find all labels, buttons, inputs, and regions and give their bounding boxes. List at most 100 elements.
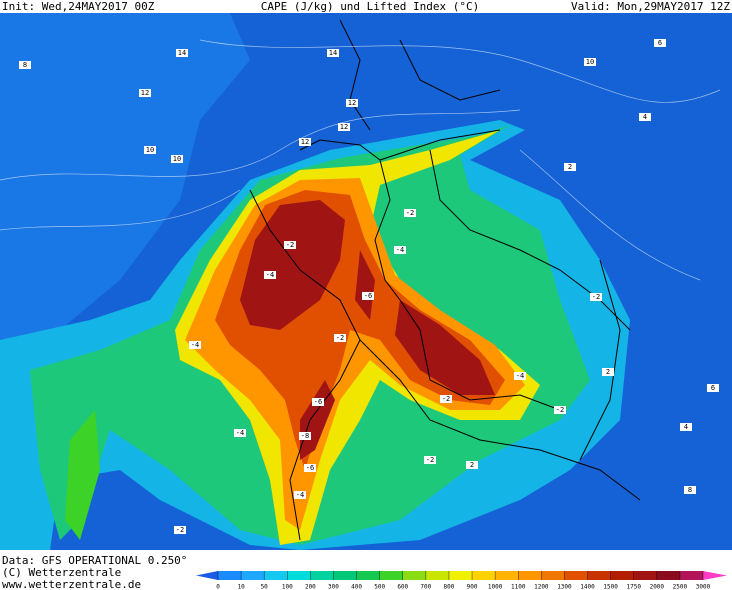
colorbar-bin xyxy=(241,571,265,580)
colorbar-label: 50 xyxy=(261,584,269,590)
label-box xyxy=(327,49,339,57)
map-label: 12 xyxy=(141,89,149,97)
map-label: -4 xyxy=(516,372,524,380)
map-label: -6 xyxy=(364,292,372,300)
colorbar-over xyxy=(703,571,727,580)
map-label: 12 xyxy=(340,123,348,131)
data-source: Data: GFS OPERATIONAL 0.250° xyxy=(2,554,187,567)
label-box xyxy=(174,526,186,534)
label-box xyxy=(680,423,692,431)
colorbar-bin xyxy=(495,571,519,580)
label-box xyxy=(684,486,696,494)
map-label: -2 xyxy=(176,526,184,534)
label-box xyxy=(564,163,576,171)
label-box xyxy=(394,246,406,254)
label-box xyxy=(312,398,324,406)
label-box xyxy=(584,58,596,66)
label-box xyxy=(362,292,374,300)
label-box xyxy=(284,241,296,249)
colorbar-bin xyxy=(541,571,565,580)
colorbar-label: 1300 xyxy=(557,584,572,590)
colorbar-label: 1200 xyxy=(534,584,549,590)
map-label: -6 xyxy=(314,398,322,406)
map-label: -2 xyxy=(286,241,294,249)
label-box xyxy=(171,155,183,163)
map-label: -4 xyxy=(296,491,304,499)
map-label: 4 xyxy=(684,423,688,431)
map-label: 8 xyxy=(23,61,27,69)
colorbar-under xyxy=(196,571,218,580)
label-box xyxy=(338,123,350,131)
colorbar-label: 100 xyxy=(282,584,293,590)
label-box xyxy=(440,395,452,403)
colorbar-label: 1500 xyxy=(603,584,618,590)
map-label: 12 xyxy=(301,138,309,146)
colorbar-label: 0 xyxy=(216,584,220,590)
map-label: -4 xyxy=(191,341,199,349)
colorbar-bin xyxy=(564,571,589,580)
colorbar-bin xyxy=(610,571,635,580)
colorbar-bin xyxy=(310,571,334,580)
label-box xyxy=(424,456,436,464)
isobars xyxy=(0,39,721,281)
colorbar-bin xyxy=(518,571,542,580)
colorbar-bin xyxy=(448,571,473,580)
colorbar-label: 3000 xyxy=(696,584,711,590)
colorbar: 0 10 50 100 200 300 400 500 600 700 800 900 1000 1100… xyxy=(196,571,727,590)
map-label: 8 xyxy=(688,486,692,494)
colorbar-bin xyxy=(264,571,288,580)
colorbar-bin xyxy=(472,571,496,580)
colorbar-bin xyxy=(679,571,704,580)
colorbar-label: 1100 xyxy=(511,584,526,590)
map-title: CAPE (J/kg) und Lifted Index (°C) xyxy=(261,0,480,13)
colorbar-bin xyxy=(587,571,612,580)
colorbar-bin xyxy=(218,571,242,580)
map-label: -2 xyxy=(442,395,450,403)
label-box xyxy=(334,334,346,342)
map-label: -6 xyxy=(306,464,314,472)
map-label: -2 xyxy=(406,209,414,217)
website: www.wetterzentrale.de xyxy=(2,578,141,590)
map-label: -2 xyxy=(426,456,434,464)
map-label: 10 xyxy=(586,58,594,66)
map-label: 6 xyxy=(658,39,662,47)
label-box xyxy=(299,138,311,146)
map-labels: 14 14 12 12 12 10 12 10 10 8 6 4 2 -2 -4 -6 -4 -2 -2 -4 -6 -8… xyxy=(19,39,719,534)
colorbar-bin xyxy=(379,571,404,580)
colorbar-label: 600 xyxy=(397,584,408,590)
colorbar-label: 1000 xyxy=(488,584,503,590)
colorbar-bin xyxy=(656,571,681,580)
map-label: 2 xyxy=(606,368,610,376)
label-box xyxy=(189,341,201,349)
map-label: -4 xyxy=(236,429,244,437)
copyright: (C) Wetterzentrale xyxy=(2,566,121,579)
label-box xyxy=(590,293,602,301)
label-box xyxy=(554,406,566,414)
map-label: -4 xyxy=(266,271,274,279)
map-label: 6 xyxy=(711,384,715,392)
map-label: 14 xyxy=(178,49,186,57)
colorbar-bin xyxy=(356,571,381,580)
colorbar-bin xyxy=(425,571,450,580)
colorbar-label: 1750 xyxy=(626,584,641,590)
field-low xyxy=(0,13,250,340)
colorbar-label: 400 xyxy=(351,584,362,590)
label-box xyxy=(707,384,719,392)
colorbar-label: 800 xyxy=(444,584,455,590)
label-box xyxy=(294,491,306,499)
colorbar-label: 1400 xyxy=(580,584,595,590)
map-label: 2 xyxy=(568,163,572,171)
label-box xyxy=(139,89,151,97)
map-label: 10 xyxy=(173,155,181,163)
map-label: -2 xyxy=(592,293,600,301)
label-box xyxy=(514,372,526,380)
label-box xyxy=(466,461,478,469)
valid-time: Valid: Mon,29MAY2017 12Z xyxy=(571,0,730,13)
map xyxy=(0,13,732,550)
init-time: Init: Wed,24MAY2017 00Z xyxy=(2,0,155,13)
colorbar-bin xyxy=(287,571,311,580)
label-box xyxy=(404,209,416,217)
label-box xyxy=(299,432,311,440)
